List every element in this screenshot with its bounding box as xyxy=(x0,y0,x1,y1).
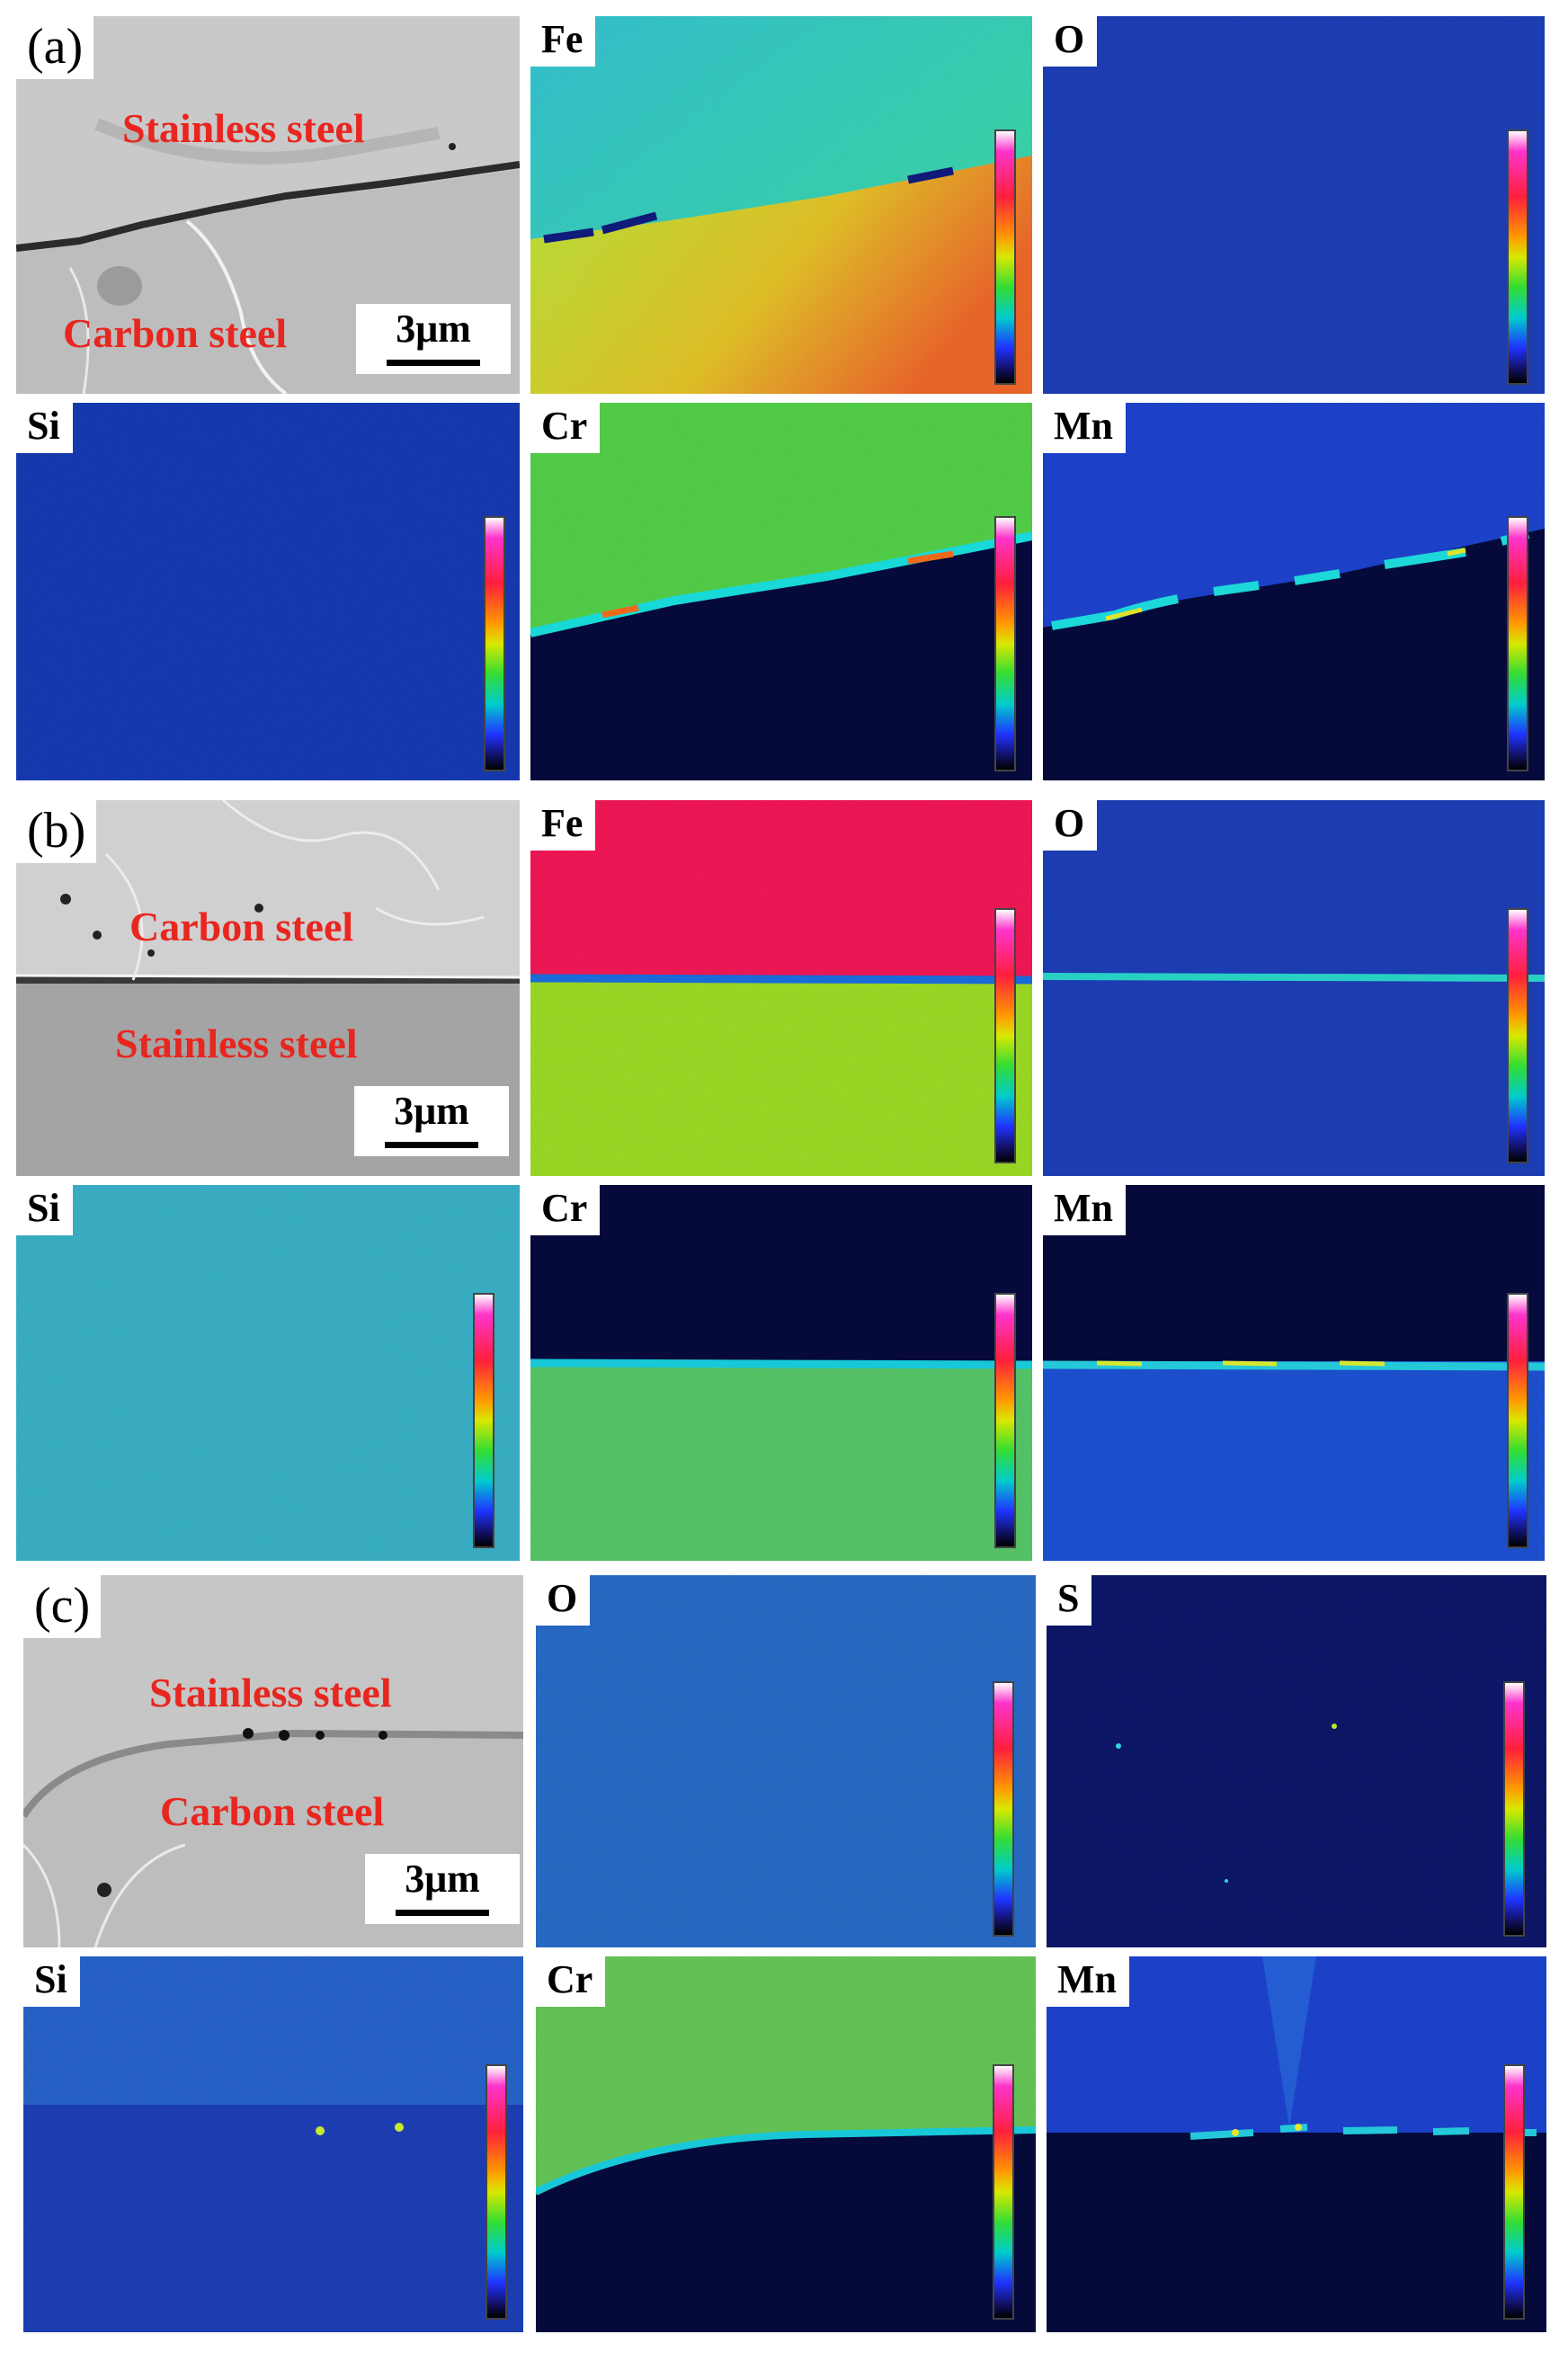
sem-label-lower: Carbon steel xyxy=(160,1788,385,1834)
scale-line xyxy=(385,1142,478,1148)
colorbar xyxy=(1503,2064,1525,2320)
colorbar xyxy=(993,1681,1014,1937)
element-label: Si xyxy=(23,1956,80,2007)
element-label: Fe xyxy=(530,800,596,851)
map-c-si: Si xyxy=(23,1956,523,2332)
scale-line xyxy=(387,360,480,366)
sem-label-lower: Carbon steel xyxy=(63,310,288,356)
element-label: Mn xyxy=(1047,1956,1129,2007)
sem-label-upper: Stainless steel xyxy=(122,105,365,151)
sem-label-upper: Carbon steel xyxy=(129,904,354,949)
section-label: (b) xyxy=(16,800,97,863)
map-c-s: S xyxy=(1047,1575,1546,1947)
map-a-cr: Cr xyxy=(530,403,1032,780)
element-label: O xyxy=(1043,16,1098,67)
scale-label: 3μm xyxy=(394,1089,469,1133)
colorbar xyxy=(994,908,1016,1163)
element-label: Si xyxy=(16,403,73,453)
map-c-mn: Mn xyxy=(1047,1956,1546,2332)
sem-image-b: (b) Carbon steel Stainless steel 3μm xyxy=(16,800,520,1176)
element-label: Mn xyxy=(1043,1185,1126,1235)
sem-label-upper: Stainless steel xyxy=(149,1670,392,1715)
colorbar xyxy=(1503,1681,1525,1937)
map-c-o: O xyxy=(536,1575,1036,1947)
colorbar xyxy=(1507,1293,1528,1548)
colorbar xyxy=(994,129,1016,385)
sem-image-c: (c) Stainless steel Carbon steel 3μm xyxy=(23,1575,523,1947)
scale-bar: 3μm xyxy=(354,1086,509,1156)
element-label: Cr xyxy=(536,1956,606,2007)
scale-bar: 3μm xyxy=(365,1854,520,1924)
scale-bar: 3μm xyxy=(356,304,511,374)
map-a-si: Si xyxy=(16,403,520,780)
map-b-o: O xyxy=(1043,800,1545,1176)
map-a-fe: Fe xyxy=(530,16,1032,394)
section-label: (a) xyxy=(16,16,94,79)
element-label: Fe xyxy=(530,16,596,67)
element-label: Mn xyxy=(1043,403,1126,453)
map-b-cr: Cr xyxy=(530,1185,1032,1561)
element-label: O xyxy=(1043,800,1098,851)
scale-line xyxy=(396,1910,489,1916)
element-label: Si xyxy=(16,1185,73,1235)
sem-label-lower: Stainless steel xyxy=(115,1020,358,1066)
element-label: O xyxy=(536,1575,591,1626)
map-b-fe: Fe xyxy=(530,800,1032,1176)
colorbar xyxy=(1507,908,1528,1163)
colorbar xyxy=(994,1293,1016,1548)
colorbar xyxy=(994,516,1016,771)
scale-label: 3μm xyxy=(405,1857,480,1901)
element-label: Cr xyxy=(530,403,601,453)
map-a-o: O xyxy=(1043,16,1545,394)
map-b-mn: Mn xyxy=(1043,1185,1545,1561)
colorbar xyxy=(1507,129,1528,385)
section-label: (c) xyxy=(23,1575,102,1638)
colorbar xyxy=(1507,516,1528,771)
element-label: Cr xyxy=(530,1185,601,1235)
map-c-cr: Cr xyxy=(536,1956,1036,2332)
colorbar xyxy=(993,2064,1014,2320)
scale-label: 3μm xyxy=(396,307,471,351)
colorbar xyxy=(473,1293,494,1548)
colorbar xyxy=(486,2064,507,2320)
map-a-mn: Mn xyxy=(1043,403,1545,780)
colorbar xyxy=(484,516,505,771)
sem-image-a: (a) Stainless steel Carbon steel 3μm xyxy=(16,16,520,394)
map-b-si: Si xyxy=(16,1185,520,1561)
element-label: S xyxy=(1047,1575,1092,1626)
